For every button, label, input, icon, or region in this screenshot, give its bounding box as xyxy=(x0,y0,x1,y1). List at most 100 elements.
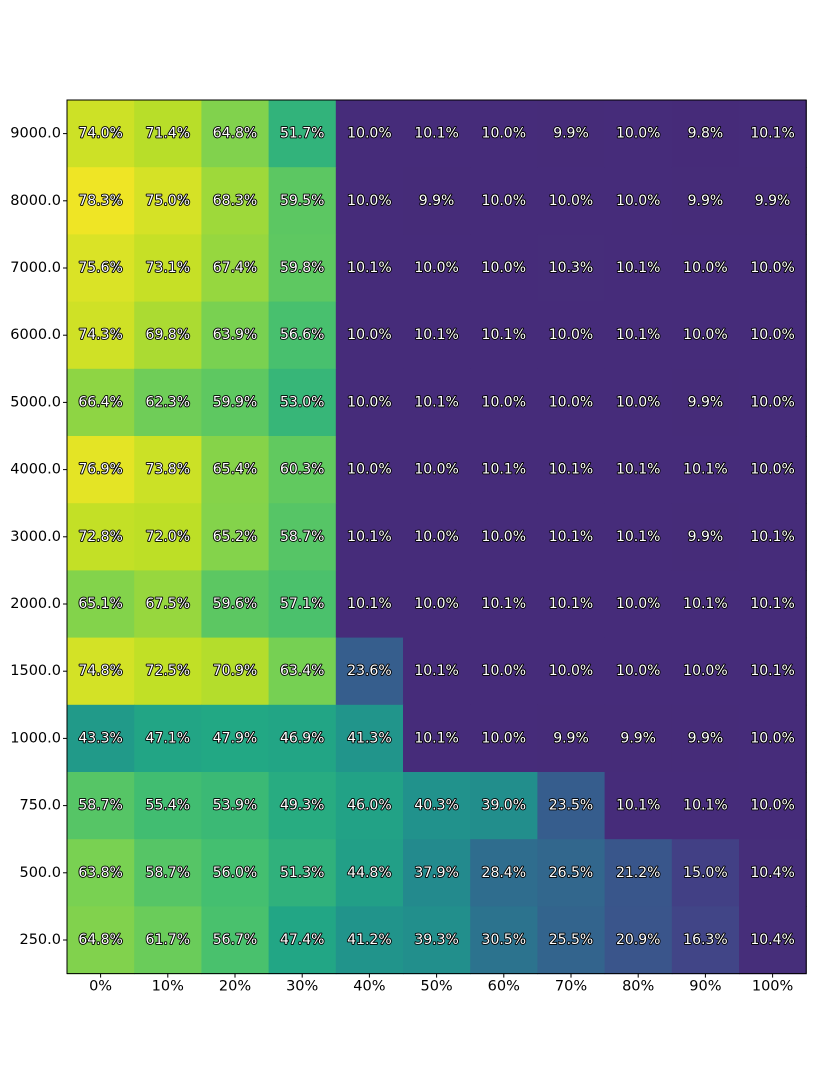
heatmap-cell xyxy=(335,100,404,168)
cell-value-label: 10.1% xyxy=(750,126,794,142)
cell-value-label: 10.0% xyxy=(750,798,794,814)
heatmap-cell xyxy=(67,436,135,504)
cell-value-label: 59.5% xyxy=(280,193,324,209)
cell-value-label: 73.1% xyxy=(146,260,190,276)
cell-value-label: 10.1% xyxy=(414,327,458,343)
heatmap-cell xyxy=(268,570,337,639)
cell-value-label: 66.4% xyxy=(78,394,122,410)
cell-value-label: 58.7% xyxy=(78,798,122,814)
heatmap-cell xyxy=(67,839,135,907)
heatmap-cell xyxy=(671,570,740,639)
heatmap-cell xyxy=(268,234,337,303)
cell-value-label: 9.9% xyxy=(755,193,791,209)
heatmap-cell xyxy=(470,704,538,773)
heatmap-cell xyxy=(335,436,404,504)
cell-value-label: 28.4% xyxy=(482,865,526,881)
heatmap-cell xyxy=(335,503,404,571)
heatmap-cell xyxy=(739,368,807,437)
cell-value-label: 10.1% xyxy=(347,529,391,545)
cell-value-label: 10.1% xyxy=(549,462,593,478)
cell-value-label: 9.8% xyxy=(688,126,724,142)
y-tick-label: 250.0 xyxy=(19,932,61,948)
heatmap-cell xyxy=(134,906,202,975)
cell-value-label: 10.0% xyxy=(616,394,660,410)
cell-value-label: 43.3% xyxy=(78,730,122,746)
cell-value-label: 41.3% xyxy=(347,730,391,746)
cell-value-label: 15.0% xyxy=(683,865,727,881)
heatmap-cell xyxy=(268,368,337,437)
cell-value-label: 10.1% xyxy=(616,529,660,545)
cell-value-label: 40.3% xyxy=(414,798,458,814)
cell-value-label: 56.0% xyxy=(213,865,257,881)
cell-value-label: 46.9% xyxy=(280,730,324,746)
heatmap-cell xyxy=(537,368,606,437)
heatmap-cell xyxy=(67,234,135,303)
heatmap-cell xyxy=(134,772,202,840)
heatmap-cell xyxy=(335,839,404,907)
heatmap-cell xyxy=(470,301,538,370)
cell-value-label: 10.1% xyxy=(750,663,794,679)
heatmap-cell xyxy=(201,906,270,975)
heatmap-cell xyxy=(201,100,270,168)
cell-value-label: 10.0% xyxy=(482,529,526,545)
cell-value-label: 44.8% xyxy=(347,865,391,881)
cell-value-label: 10.1% xyxy=(482,462,526,478)
cell-value-label: 73.8% xyxy=(146,462,190,478)
cell-value-label: 10.0% xyxy=(750,260,794,276)
cell-value-label: 65.4% xyxy=(213,462,257,478)
x-tick-label: 0% xyxy=(89,979,112,995)
cell-value-label: 9.9% xyxy=(553,126,589,142)
cell-value-label: 68.3% xyxy=(213,193,257,209)
cell-value-label: 53.9% xyxy=(213,798,257,814)
heatmap-cell xyxy=(739,167,807,235)
cell-value-label: 65.1% xyxy=(78,596,122,612)
cell-value-label: 10.0% xyxy=(549,193,593,209)
x-tick-label: 80% xyxy=(622,979,654,995)
heatmap-cell xyxy=(268,906,337,975)
heatmap-cell xyxy=(537,570,606,639)
x-tick-label: 10% xyxy=(152,979,184,995)
heatmap-cell xyxy=(67,368,135,437)
heatmap-cell xyxy=(470,839,538,907)
cell-value-label: 61.7% xyxy=(146,932,190,948)
y-tick-label: 4000.0 xyxy=(10,462,61,478)
heatmap-cell xyxy=(470,570,538,639)
cell-value-label: 10.0% xyxy=(616,126,660,142)
cell-value-label: 72.5% xyxy=(146,663,190,679)
cell-value-label: 10.0% xyxy=(414,462,458,478)
heatmap-cell xyxy=(335,301,404,370)
cell-value-label: 72.8% xyxy=(78,529,122,545)
heatmap-cell xyxy=(739,637,807,706)
cell-value-label: 10.1% xyxy=(347,596,391,612)
x-axis: 0% 10% 20% 30% 40% 50% 60% 70% 80% 90% 100% xyxy=(89,973,793,995)
heatmap-cell xyxy=(604,772,673,840)
cell-value-label: 10.0% xyxy=(347,327,391,343)
heatmap-cell xyxy=(604,570,673,639)
cell-value-label: 49.3% xyxy=(280,798,324,814)
cell-value-label: 10.0% xyxy=(347,462,391,478)
cell-value-label: 9.9% xyxy=(688,529,724,545)
heatmap-cell xyxy=(268,436,337,504)
cell-value-label: 47.9% xyxy=(213,730,257,746)
heatmap-cell xyxy=(403,839,471,907)
y-tick-label: 1500.0 xyxy=(10,663,61,679)
heatmap-cell xyxy=(134,570,202,639)
y-axis: 9000.0 8000.0 7000.0 6000.0 5000.0 4000.0 3000… xyxy=(10,126,67,948)
heatmap-cell xyxy=(201,503,270,571)
cell-value-label: 10.0% xyxy=(549,394,593,410)
cell-value-label: 74.8% xyxy=(78,663,122,679)
heatmap-cell xyxy=(335,704,404,773)
x-tick-label: 100% xyxy=(752,979,793,995)
y-tick-label: 1000.0 xyxy=(10,730,61,746)
heatmap-cell xyxy=(470,368,538,437)
cell-value-label: 72.0% xyxy=(146,529,190,545)
heatmap-cell xyxy=(739,570,807,639)
heatmap-cell xyxy=(537,839,606,907)
cell-value-label: 10.0% xyxy=(683,327,727,343)
cell-value-label: 10.1% xyxy=(750,529,794,545)
heatmap-cell xyxy=(335,368,404,437)
heatmap-cell xyxy=(134,436,202,504)
cell-value-label: 10.1% xyxy=(549,529,593,545)
heatmap-cell xyxy=(671,100,740,168)
